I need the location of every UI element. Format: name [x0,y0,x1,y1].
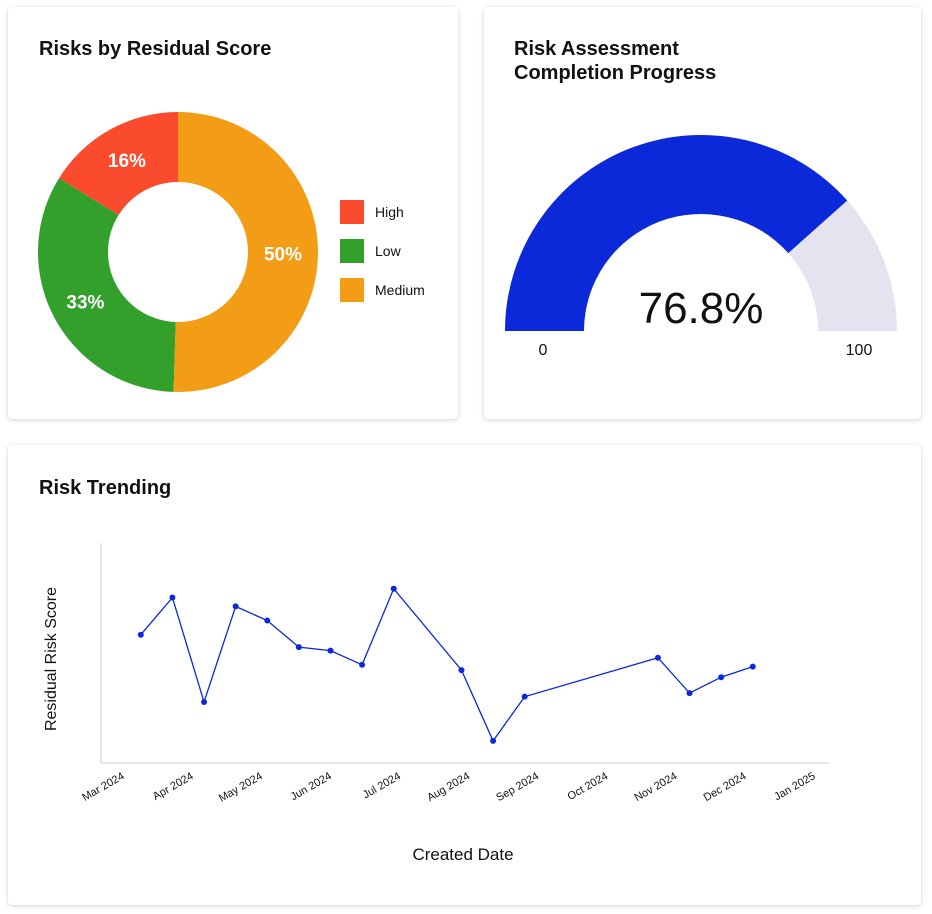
donut-slice-medium [173,112,319,392]
gauge-max-label: 100 [846,342,873,359]
trend-point[interactable] [390,585,397,592]
donut-legend: High Low Medium [340,200,425,317]
legend-item-high[interactable]: High [340,200,425,224]
completion-progress-card: Risk Assessment Completion Progress 76.8… [484,7,921,419]
x-tick-label: Oct 2024 [566,770,611,803]
gauge-fill [505,134,848,331]
donut-chart: 16% 33% 50% [38,112,319,392]
gauge-title: Risk Assessment Completion Progress [514,37,716,85]
gauge-value: 76.8% [639,284,764,333]
trend-point[interactable] [521,693,528,700]
legend-swatch [340,278,364,302]
x-tick-label: Dec 2024 [702,770,749,804]
y-axis-title: Residual Risk Score [43,587,60,731]
legend-item-low[interactable]: Low [340,239,425,263]
legend-label: High [375,204,404,220]
x-tick-label: Sep 2024 [494,770,541,804]
trend-point[interactable] [295,644,302,651]
x-axis-title: Created Date [412,845,513,864]
trend-point[interactable] [232,603,239,610]
trend-point[interactable] [654,654,661,661]
x-tick-label: Apr 2024 [151,770,196,803]
residual-score-card: Risks by Residual Score 16% 33% 50% High Lo… [8,7,458,419]
risk-trending-card: Risk Trending Mar 2024 Apr 2024 May 2024 Ju… [8,445,921,905]
trend-point[interactable] [264,617,271,624]
trend-line [140,587,753,743]
trend-point[interactable] [749,663,756,670]
donut-label-medium: 50% [264,245,302,266]
legend-swatch [340,239,364,263]
trend-point[interactable] [137,631,144,638]
trend-point[interactable] [718,674,725,681]
donut-label-high: 16% [108,151,146,172]
donut-slice-low [38,178,176,392]
x-tick-label: Mar 2024 [80,770,126,804]
legend-item-medium[interactable]: Medium [340,278,425,302]
legend-swatch [340,200,364,224]
x-tick-label: Aug 2024 [425,770,472,804]
legend-label: Medium [375,282,425,298]
gauge-title-line2: Completion Progress [514,62,717,84]
gauge-min-label: 0 [539,342,548,359]
x-tick-label: Jun 2024 [289,770,334,803]
trend-point[interactable] [327,647,334,654]
gauge-title-line1: Risk Assessment [514,38,679,60]
x-tick-label: Jan 2025 [772,770,817,803]
trend-chart: Mar 2024 Apr 2024 May 2024 Jun 2024 Jul 2024… [43,543,829,864]
x-tick-label: Nov 2024 [633,770,680,804]
gauge-chart: 76.8% 0 100 [505,134,897,359]
trend-point[interactable] [359,661,366,668]
donut-title: Risks by Residual Score [39,38,272,60]
trend-point[interactable] [201,698,208,705]
legend-label: Low [375,243,401,259]
trend-title: Risk Trending [39,477,172,499]
trend-point[interactable] [686,690,693,697]
x-tick-label: May 2024 [217,770,265,805]
trend-point[interactable] [458,667,465,674]
trend-point[interactable] [490,737,497,744]
x-tick-label: Jul 2024 [361,770,403,801]
donut-label-low: 33% [66,293,104,314]
donut-slice-high [59,112,179,216]
trend-point[interactable] [169,594,176,601]
